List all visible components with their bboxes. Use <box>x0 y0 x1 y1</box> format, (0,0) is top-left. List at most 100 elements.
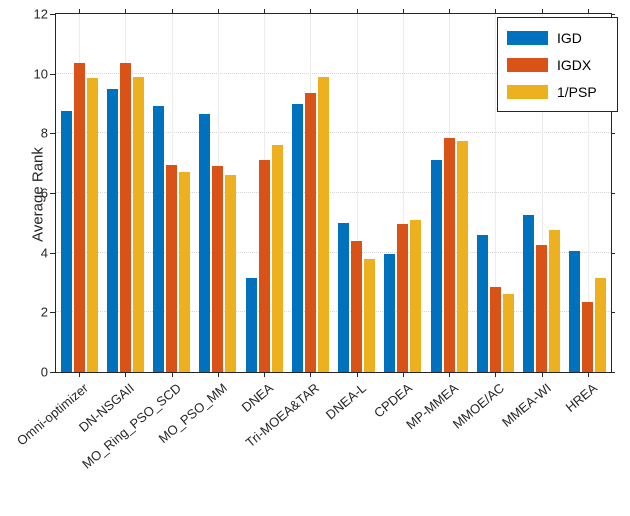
bar <box>258 160 270 372</box>
bar <box>199 113 211 372</box>
tick-mark <box>611 372 615 373</box>
legend-swatch-igdx <box>507 57 548 72</box>
gridline-horizontal <box>56 311 611 313</box>
tick-mark <box>50 193 55 194</box>
bar <box>304 93 316 372</box>
bar <box>443 137 455 372</box>
tick-mark <box>171 9 173 13</box>
tick-mark <box>449 372 451 377</box>
legend-swatch-1-psp <box>507 84 548 99</box>
tick-mark <box>402 9 404 13</box>
bar <box>582 301 594 372</box>
bar <box>86 78 98 372</box>
tick-mark <box>264 9 266 13</box>
gridline-horizontal <box>56 132 611 134</box>
gridline-horizontal <box>56 72 611 74</box>
tick-mark <box>611 133 615 135</box>
bar <box>338 222 350 372</box>
tick-mark <box>217 372 219 377</box>
gridline-vertical <box>587 14 589 372</box>
tick-mark <box>495 372 497 377</box>
bar <box>317 76 329 372</box>
y-tick-label: 6 <box>40 185 48 201</box>
tick-mark <box>310 9 312 13</box>
bar <box>225 175 237 372</box>
x-tick-label: DNEA <box>238 380 277 415</box>
bar <box>384 254 396 372</box>
y-tick-label: 12 <box>33 6 48 22</box>
bar <box>132 76 144 372</box>
bar <box>456 140 468 372</box>
bar <box>106 88 118 372</box>
bar <box>166 164 178 372</box>
bar <box>291 103 303 372</box>
tick-mark <box>125 372 127 377</box>
tick-mark <box>264 372 266 377</box>
tick-mark <box>587 372 589 377</box>
tick-mark <box>611 252 615 254</box>
tick-mark <box>611 193 615 194</box>
bar <box>271 145 283 372</box>
x-tick-label: HREA <box>562 380 600 415</box>
y-tick-label: 8 <box>40 125 48 141</box>
bar <box>476 234 488 372</box>
bar <box>489 286 501 372</box>
bar <box>245 278 257 372</box>
tick-mark <box>449 9 451 13</box>
bar <box>179 172 191 372</box>
bar <box>397 224 409 372</box>
y-tick-label: 10 <box>33 66 48 82</box>
bar <box>523 215 535 372</box>
bar <box>536 245 548 372</box>
bar <box>364 258 376 372</box>
legend-label: IGD <box>557 29 582 46</box>
legend-label: 1/PSP <box>557 83 597 100</box>
legend-item: IGDX <box>507 51 608 78</box>
legend-item: 1/PSP <box>507 78 608 105</box>
bar <box>351 240 363 372</box>
x-tick-label: CPDEA <box>370 380 415 421</box>
tick-mark <box>79 372 81 377</box>
y-tick-label: 4 <box>40 245 48 261</box>
tick-mark <box>125 9 127 13</box>
y-tick-label: 2 <box>40 304 48 320</box>
tick-mark <box>611 312 615 314</box>
gridline-vertical <box>356 14 358 372</box>
legend-label: IGDX <box>557 56 592 73</box>
x-tick-label: MMEA-WI <box>498 380 554 430</box>
tick-mark <box>402 372 404 377</box>
tick-mark <box>50 73 55 75</box>
bar <box>430 160 442 372</box>
tick-mark <box>217 9 219 13</box>
tick-mark <box>611 14 615 15</box>
tick-mark <box>50 372 55 373</box>
bar <box>569 251 581 372</box>
bar <box>212 166 224 372</box>
tick-mark <box>495 9 497 13</box>
bar <box>410 219 422 372</box>
bar <box>595 278 607 372</box>
tick-mark <box>50 312 55 314</box>
gridline-vertical <box>402 14 404 372</box>
legend-item: IGD <box>507 24 608 51</box>
gridline-vertical <box>541 14 543 372</box>
legend: IGD IGDX 1/PSP <box>497 17 618 112</box>
tick-mark <box>310 372 312 377</box>
x-tick-label: DNEA-L <box>322 380 369 423</box>
tick-mark <box>541 372 543 377</box>
bar <box>73 63 85 372</box>
bar <box>119 63 131 372</box>
bar <box>549 230 561 372</box>
tick-mark <box>79 9 81 13</box>
legend-swatch-igd <box>507 30 548 45</box>
gridline-vertical <box>495 14 497 372</box>
y-tick-label: 0 <box>40 364 48 380</box>
bar <box>153 106 165 372</box>
tick-mark <box>356 9 358 13</box>
tick-mark <box>587 9 589 13</box>
x-tick-label: Omni-optimizer <box>13 380 92 449</box>
gridline-horizontal <box>56 192 611 193</box>
tick-mark <box>356 372 358 377</box>
bar <box>502 294 514 372</box>
bar <box>60 110 72 372</box>
